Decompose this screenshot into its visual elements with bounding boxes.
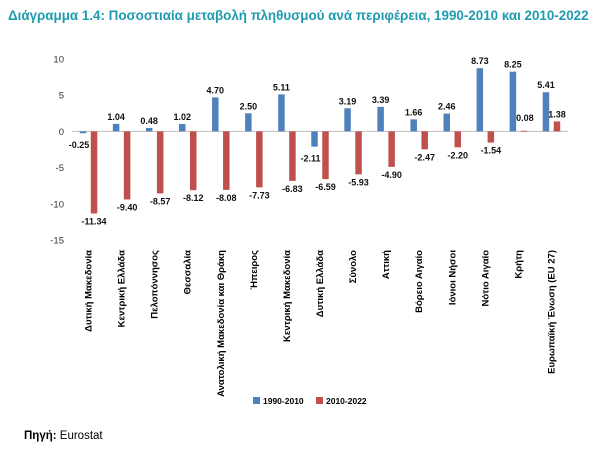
data-label: 1.04 [107, 112, 125, 122]
data-label: 0.48 [140, 116, 158, 126]
data-label: 1.02 [173, 112, 191, 122]
data-label: 5.41 [537, 80, 555, 90]
data-label: -2.47 [414, 152, 435, 162]
data-label: -11.34 [82, 217, 107, 227]
data-label: -1.54 [481, 146, 502, 156]
data-label: 3.39 [372, 95, 390, 105]
bar-1990-2010 [245, 113, 252, 132]
data-label: -8.57 [150, 196, 171, 206]
y-tick-label: -15 [50, 236, 64, 247]
data-label: 1.38 [548, 109, 566, 119]
data-label: 5.11 [273, 82, 290, 92]
data-label: 1.66 [405, 107, 423, 117]
bar-2010-2022 [520, 130, 528, 132]
category-label: Νότιο Αιγαίο [480, 250, 491, 307]
y-tick-label: 10 [53, 55, 64, 66]
bar-1990-2010 [344, 108, 351, 132]
data-label: -8.08 [216, 193, 237, 203]
y-tick-label: 0 [59, 127, 64, 138]
category-label: Ευρωπαϊκή Ένωση (EU 27) [546, 250, 557, 374]
data-label: 0.08 [516, 113, 534, 123]
data-label: -8.12 [183, 193, 204, 203]
category-label: Δυτική Ελλάδα [315, 250, 326, 317]
data-label: 4.70 [207, 85, 225, 95]
category-label: Βόρειο Αιγαίο [414, 250, 425, 313]
bar-1990-2010 [79, 131, 87, 134]
chart-title: Διάγραμμα 1.4: Ποσοστιαία μεταβολή πληθυ… [8, 8, 589, 23]
bar-2010-2022 [454, 131, 462, 148]
bar-2010-2022 [156, 131, 164, 194]
data-label: 3.19 [339, 96, 357, 106]
category-label: Πελοπόννησος [150, 250, 161, 319]
bar-2010-2022 [90, 131, 98, 214]
bar-1990-2010 [410, 119, 417, 132]
category-label: Κεντρική Ελλάδα [117, 250, 128, 328]
bar-2010-2022 [487, 131, 495, 143]
data-label: -4.90 [381, 170, 402, 180]
bar-1990-2010 [145, 127, 153, 132]
y-tick-label: -5 [56, 163, 64, 174]
bar-2010-2022 [123, 131, 131, 200]
bar-1990-2010 [509, 71, 517, 132]
legend-swatch-1990-2010 [253, 397, 260, 404]
y-tick-label: -10 [50, 199, 64, 210]
data-label: 8.73 [471, 56, 489, 66]
category-label: Ανατολική Μακεδονία και Θράκη [216, 250, 227, 397]
source-label: Πηγή: [24, 430, 57, 442]
category-label: Δυτική Μακεδονία [84, 250, 95, 332]
bar-2010-2022 [553, 121, 561, 132]
data-label: -2.20 [448, 150, 469, 160]
bar-1990-2010 [178, 124, 186, 132]
bar-1990-2010 [311, 131, 318, 147]
data-label: 2.50 [240, 101, 258, 111]
bar-2010-2022 [256, 131, 263, 188]
bar-2010-2022 [223, 131, 230, 190]
category-label: Ιόνιοι Νήσοι [447, 250, 458, 305]
data-label: -2.11 [300, 154, 320, 164]
data-label: -0.25 [69, 140, 90, 150]
source-value: Eurostat [56, 430, 103, 442]
category-label: Θεσσαλία [183, 250, 194, 295]
bar-1990-2010 [377, 106, 384, 132]
category-label: Αττική [381, 250, 392, 279]
bar-1990-2010 [212, 97, 219, 132]
data-label: -9.40 [117, 202, 138, 212]
y-tick-label: 5 [59, 91, 64, 102]
data-label: 2.46 [438, 102, 456, 112]
category-label: Σύνολο [348, 250, 359, 283]
bar-1990-2010 [542, 92, 550, 132]
data-label: -6.59 [315, 182, 336, 192]
data-label: 8.25 [504, 60, 522, 70]
category-label: Κεντρική Μακεδονία [282, 250, 293, 342]
bar-2010-2022 [289, 131, 296, 181]
legend-label: 1990-2010 [263, 396, 304, 406]
bar-2010-2022 [421, 131, 428, 150]
category-label: Κρήτη [513, 250, 524, 279]
bar-2010-2022 [189, 131, 197, 191]
bar-1990-2010 [443, 113, 451, 132]
legend-label: 2010-2022 [326, 396, 367, 406]
bar-1990-2010 [476, 68, 484, 132]
bar-1990-2010 [112, 123, 120, 132]
bar-2010-2022 [355, 131, 362, 175]
category-label: Ήπειρος [249, 250, 260, 290]
data-label: -7.73 [249, 190, 270, 200]
bar-2010-2022 [388, 131, 395, 167]
bar-1990-2010 [278, 94, 285, 132]
source-note: Πηγή: Eurostat [24, 430, 103, 442]
bar-2010-2022 [322, 131, 329, 180]
data-label: -6.83 [282, 184, 303, 194]
legend-swatch-2010-2022 [316, 397, 323, 404]
data-label: -5.93 [348, 177, 369, 187]
